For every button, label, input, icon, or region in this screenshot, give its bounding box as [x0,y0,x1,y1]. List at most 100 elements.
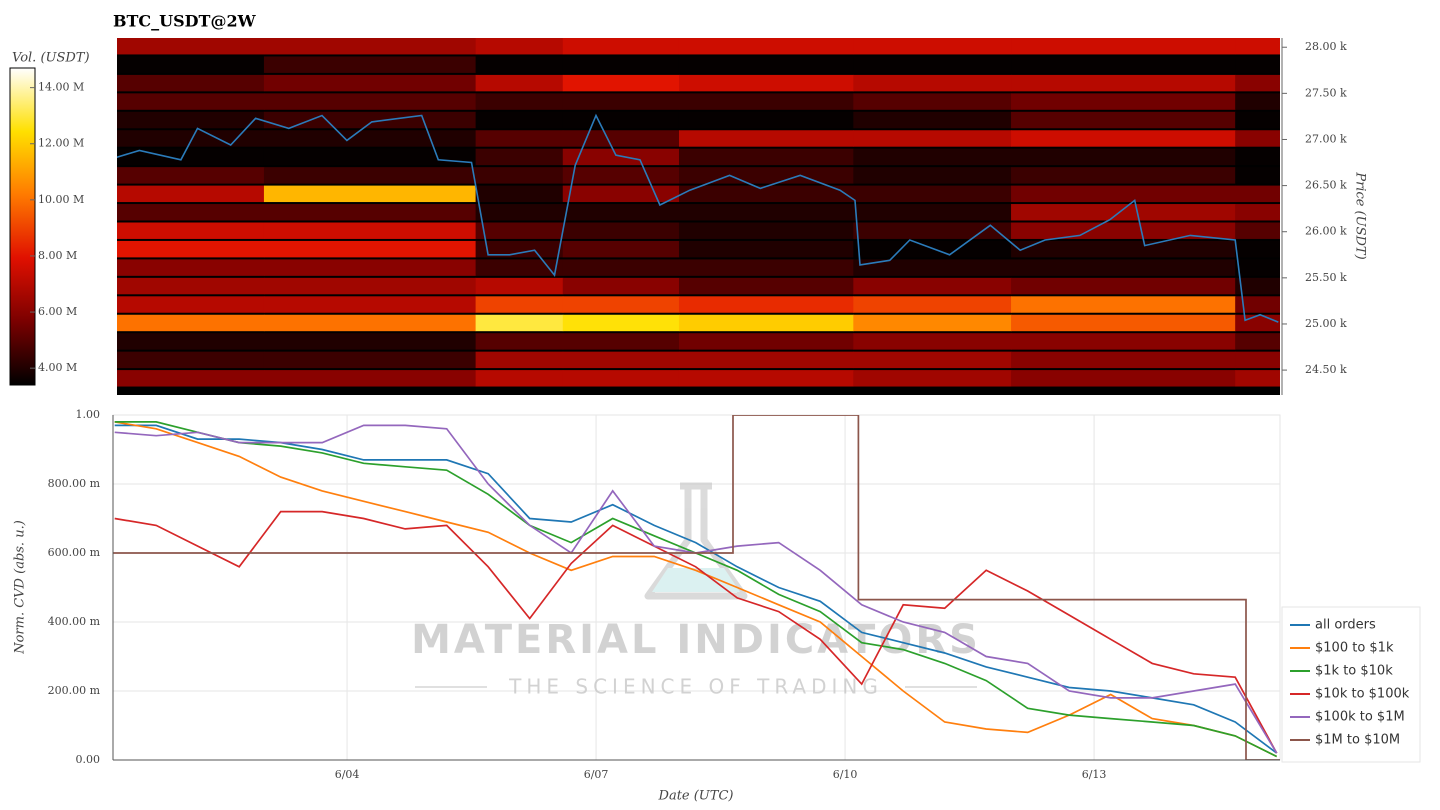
x-tick-label: 6/13 [1082,768,1107,781]
heat-cell [562,74,680,92]
heat-cell [475,314,564,332]
cvd-line [114,421,1278,758]
heat-cell [562,259,680,276]
heat-cell [1235,296,1280,313]
colorbar-label: Vol. (USDT) [12,51,90,66]
heat-cell [1011,370,1236,387]
heat-cell [475,130,564,147]
colorbar-tick-label: 10.00 M [38,193,84,206]
heat-cell [1011,333,1236,350]
price-tick-label: 27.00 k [1305,132,1347,145]
heat-cell [678,277,854,295]
y-tick-label: 800.00 m [48,477,101,490]
cvd-line [114,424,1278,754]
heat-cell [853,333,1012,350]
heat-cell [117,314,265,332]
heat-cell [475,185,564,203]
heat-cell [1235,222,1280,239]
heat-cell [475,148,564,166]
heat-cell [678,296,854,313]
heat-cell [117,222,265,239]
heat-cell [853,74,1012,92]
heat-cell [853,204,1012,221]
legend-label: $100k to $1M [1315,710,1405,725]
price-tick-label: 25.50 k [1305,271,1347,284]
colorbar-tick-label: 14.00 M [38,81,84,94]
heat-cell [475,38,564,55]
heat-cell [263,259,477,276]
heat-cell [1235,333,1280,350]
y-tick-label: 600.00 m [48,546,101,559]
legend [1281,606,1421,763]
heat-cell [475,222,564,239]
heat-cell [853,296,1012,313]
heat-cell [263,296,477,313]
colorbar-tick-label: 6.00 M [38,305,77,318]
heat-cell [475,351,564,369]
heat-cell [853,370,1012,387]
heat-cell [678,333,854,350]
heat-cell [678,130,854,147]
heat-cell [263,314,477,332]
heat-cell [853,185,1012,203]
heat-cell [853,277,1012,295]
heat-cell [1011,351,1236,369]
cvd-line [114,510,1278,754]
heat-cell [562,351,680,369]
legend-label: $100 to $1k [1315,641,1394,656]
heat-cell [678,148,854,166]
heat-cell [562,314,680,332]
heat-cell [1235,111,1280,129]
heat-cell [1011,56,1236,73]
heat-cell [853,167,1012,184]
watermark-title: MATERIAL INDICATORS [411,617,981,663]
heat-cell [263,56,477,73]
heat-cell [475,204,564,221]
heat-cell [117,277,265,295]
heatmap [117,38,1280,395]
heat-cell [117,259,265,276]
heat-cell [562,370,680,387]
heat-cell [1011,38,1236,55]
heat-cell [117,38,265,55]
heat-cell [263,148,477,166]
price-line-layer [117,113,1279,323]
chart-title: BTC_USDT@2W [113,12,257,31]
heat-cell [562,333,680,350]
heat-cell [263,370,477,387]
flask-liquid [652,568,740,592]
heat-cell [562,93,680,110]
heat-cell [475,74,564,92]
price-tick-label: 28.00 k [1305,40,1347,53]
heat-cell [475,370,564,387]
heat-cell [1011,130,1236,147]
heat-cell [853,130,1012,147]
heat-cell [562,204,680,221]
heat-cell [853,314,1012,332]
heat-cell [263,111,477,129]
heat-cell [1011,111,1236,129]
heat-cell [562,240,680,258]
x-tick-label: 6/10 [833,768,858,781]
heat-cell [1011,93,1236,110]
y-axis-label: Norm. CVD (abs. u.) [13,520,28,655]
heat-cell [562,38,680,55]
heat-cell [263,93,477,110]
heat-cell [1235,38,1280,55]
heat-cell [562,167,680,184]
heat-cell [678,314,854,332]
heat-cell [1235,130,1280,147]
colorbar [9,67,36,386]
heat-cell [117,204,265,221]
heat-cell [562,277,680,295]
heat-cell [1011,185,1236,203]
heat-cell [678,240,854,258]
heat-cell [263,240,477,258]
heat-cell [562,185,680,203]
heat-cell [1235,370,1280,387]
heat-cell [1011,240,1236,258]
legend-label: all orders [1315,618,1376,633]
heat-cell [678,111,854,129]
legend-label: $1k to $10k [1315,664,1393,679]
